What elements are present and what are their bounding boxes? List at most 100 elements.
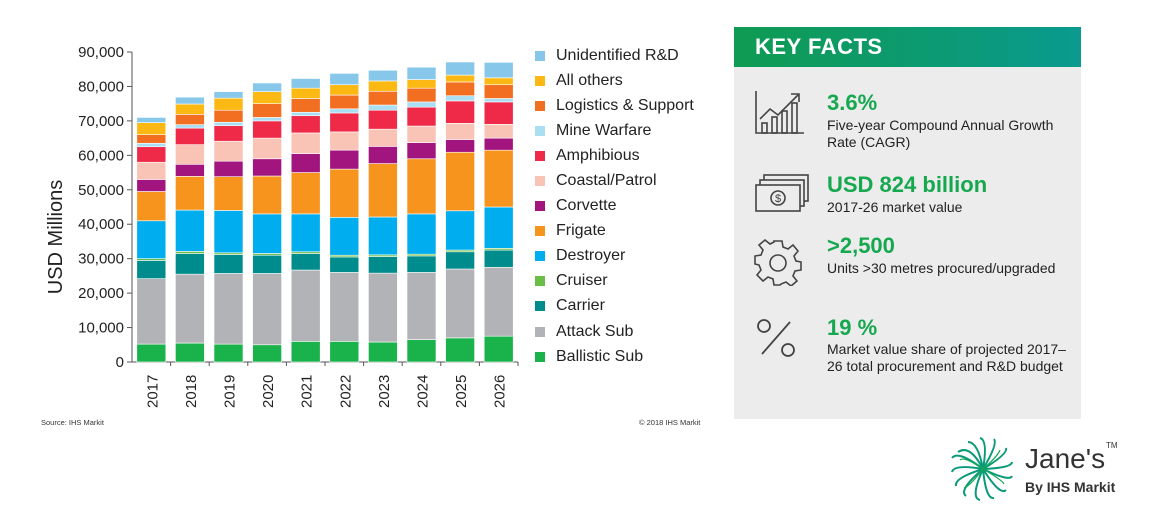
- fact-value: 19 %: [827, 315, 878, 340]
- legend-label: Destroyer: [556, 247, 626, 265]
- bar-segment: [136, 343, 167, 363]
- bar-segment: [136, 142, 167, 148]
- bar-segment: [175, 209, 205, 252]
- bar-segment: [252, 175, 282, 215]
- bar-segment: [368, 163, 398, 218]
- bar-segment: [445, 81, 475, 97]
- bar-segment: [175, 251, 205, 254]
- legend-label: Mine Warfare: [556, 121, 652, 139]
- x-tick-label: 2020: [260, 375, 277, 408]
- bar-segment: [368, 216, 398, 256]
- bar-segment: [329, 94, 360, 110]
- legend-item: All others: [535, 68, 694, 93]
- bar-segment: [175, 163, 205, 177]
- bar-segment: [368, 109, 398, 130]
- key-facts-panel: KEY FACTS 3.6% Five-year Compound Annual…: [734, 27, 1081, 419]
- janes-globe-icon: [950, 436, 1016, 507]
- bar-segment: [290, 111, 321, 117]
- bar-segment: [252, 254, 282, 274]
- bar-segment: [175, 253, 205, 275]
- bar-segment: [406, 87, 437, 103]
- legend-swatch: [535, 301, 545, 312]
- legend-item: Corvette: [535, 194, 694, 219]
- legend-item: Mine Warfare: [535, 118, 694, 143]
- legend-swatch: [535, 176, 545, 187]
- y-tick-label: 30,000: [78, 251, 124, 268]
- bar-segment: [252, 137, 282, 160]
- legend-label: Unidentified R&D: [556, 46, 679, 64]
- bar-segment: [406, 125, 437, 143]
- bar-segment: [445, 139, 475, 153]
- brand-byline: By IHS Markit: [1025, 479, 1116, 495]
- bar-segment: [368, 128, 398, 147]
- bar-segment: [445, 123, 475, 140]
- bar-segment: [213, 160, 244, 177]
- bar-segment: [136, 191, 167, 222]
- bar-segment: [329, 84, 360, 96]
- legend-swatch: [535, 226, 545, 237]
- legend-label: Logistics & Support: [556, 96, 694, 114]
- bar-segment: [368, 104, 398, 111]
- bar-segment: [406, 213, 437, 255]
- bar-segment: [445, 268, 475, 339]
- bar-segment: [445, 100, 475, 124]
- legend-swatch: [535, 201, 545, 212]
- legend-item: Logistics & Support: [535, 93, 694, 118]
- y-tick-label: 60,000: [78, 147, 124, 164]
- bar-segment: [483, 62, 514, 79]
- x-tick-label: 2024: [415, 375, 432, 408]
- y-tick-label: 70,000: [78, 113, 124, 130]
- bar-segment: [136, 161, 167, 180]
- chart-bars: [136, 61, 514, 363]
- percent-icon: [754, 316, 798, 365]
- bar-segment: [445, 74, 475, 83]
- legend-swatch: [535, 50, 545, 61]
- bar-segment: [290, 98, 321, 113]
- fact-value: 3.6%: [827, 90, 878, 115]
- legend-item: Cruiser: [535, 269, 694, 294]
- y-tick-label: 20,000: [78, 285, 124, 302]
- bar-segment: [406, 272, 437, 340]
- y-tick-label: 40,000: [78, 216, 124, 233]
- legend-swatch: [535, 75, 545, 86]
- bar-segment: [252, 82, 282, 92]
- bar-segment: [483, 266, 514, 337]
- bar-segment: [136, 220, 167, 259]
- bar-segment: [290, 269, 321, 342]
- growth-chart-icon: [754, 89, 806, 140]
- bar-segment: [368, 272, 398, 343]
- y-tick-label: 80,000: [78, 78, 124, 95]
- fact-description: Market value share of projected 2017–26 …: [827, 341, 1066, 374]
- copyright-note: © 2018 IHS Markit: [639, 418, 701, 427]
- bar-segment: [213, 140, 244, 162]
- bar-segment: [136, 134, 167, 144]
- legend-item: Frigate: [535, 219, 694, 244]
- bar-segment: [483, 124, 514, 139]
- bar-segment: [290, 115, 321, 134]
- bar-segment: [406, 101, 437, 108]
- y-tick-label: 0: [116, 354, 124, 371]
- stacked-bar-chart: 2017 2018 2019 2020 2021 2022 2023 2024 2025 2026…: [45, 44, 519, 408]
- bar-segment: [329, 217, 360, 256]
- bar-segment: [175, 124, 205, 129]
- bar-segment: [213, 109, 244, 123]
- bar-segment: [290, 153, 321, 173]
- fact-value: >2,500: [827, 233, 895, 258]
- bar-segment: [213, 210, 244, 254]
- x-tick-label: 2021: [299, 375, 316, 408]
- bar-segment: [368, 146, 398, 164]
- legend-label: Coastal/Patrol: [556, 172, 657, 190]
- bar-segment: [406, 142, 437, 160]
- bar-segment: [368, 341, 398, 363]
- legend-label: Carrier: [556, 297, 605, 315]
- bar-segment: [252, 158, 282, 177]
- bar-segment: [252, 273, 282, 346]
- legend-item: Destroyer: [535, 244, 694, 269]
- legend-label: Corvette: [556, 197, 617, 215]
- bar-segment: [483, 84, 514, 99]
- bar-segment: [213, 97, 244, 111]
- bar-segment: [445, 151, 475, 212]
- bar-segment: [483, 149, 514, 208]
- bar-segment: [213, 176, 244, 211]
- bar-segment: [136, 122, 167, 135]
